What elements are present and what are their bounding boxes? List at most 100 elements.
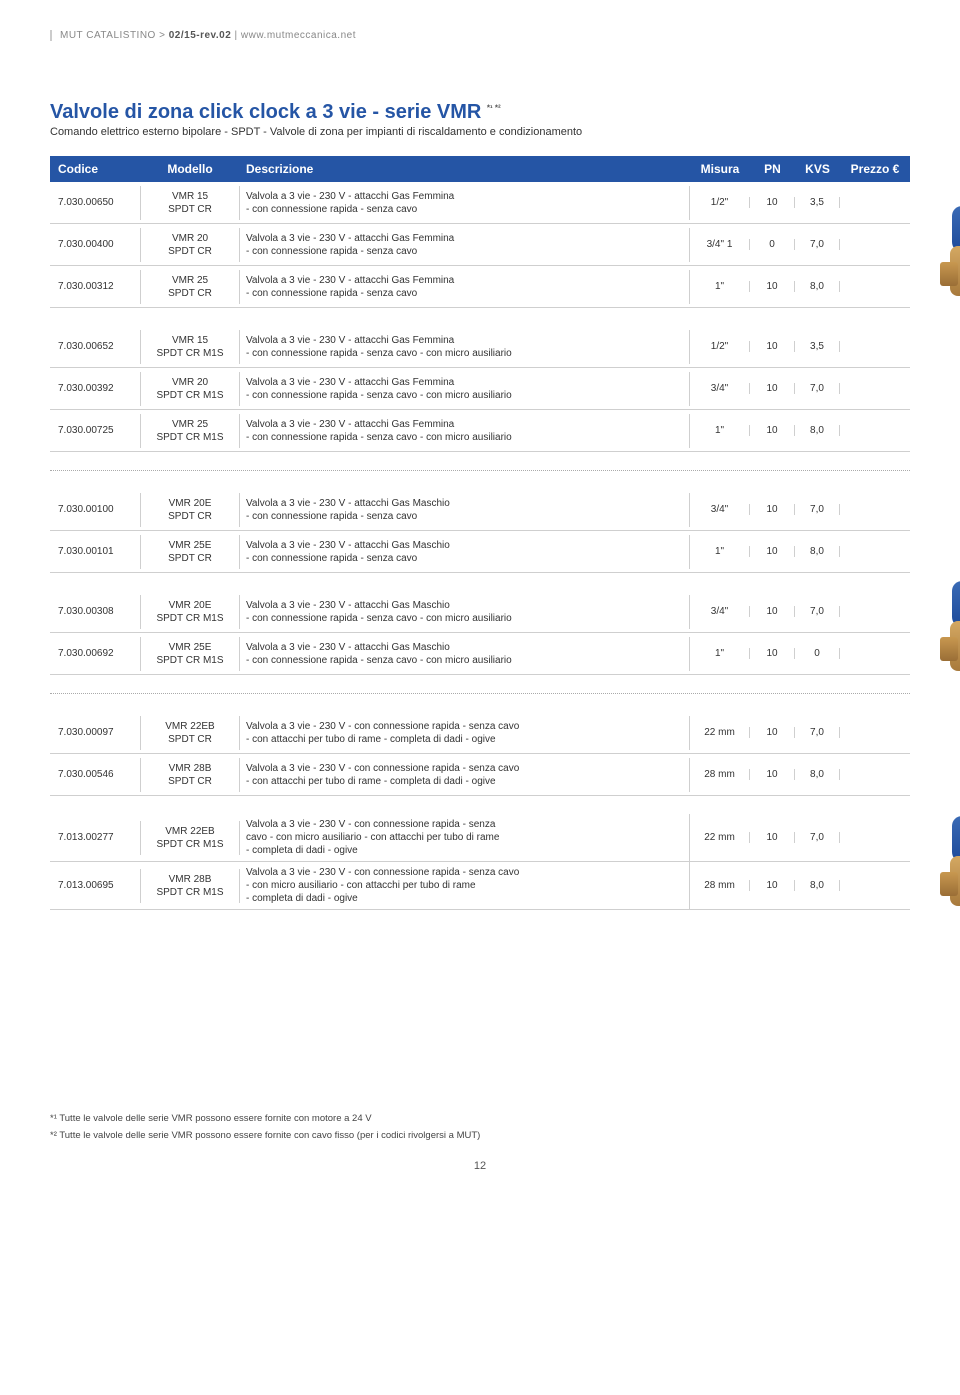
cell-codice: 7.030.00392	[50, 383, 140, 394]
table-row: 7.030.00101VMR 25E SPDT CRValvola a 3 vi…	[50, 531, 910, 573]
cell-pn: 10	[750, 606, 795, 617]
cell-descrizione: Valvola a 3 vie - 230 V - attacchi Gas F…	[240, 330, 690, 364]
cell-modello: VMR 15 SPDT CR	[140, 186, 240, 220]
table-row: 7.030.00400VMR 20 SPDT CRValvola a 3 vie…	[50, 224, 910, 266]
cell-misura: 3/4"	[690, 504, 750, 515]
table-group: 7.030.00308VMR 20E SPDT CR M1SValvola a …	[50, 591, 910, 675]
cell-descrizione: Valvola a 3 vie - 230 V - con connession…	[240, 814, 690, 861]
cell-pn: 0	[750, 239, 795, 250]
table-row: 7.030.00725VMR 25 SPDT CR M1SValvola a 3…	[50, 410, 910, 452]
table-group: 7.013.00277VMR 22EB SPDT CR M1SValvola a…	[50, 814, 910, 910]
cell-misura: 1"	[690, 546, 750, 557]
cell-pn: 10	[750, 832, 795, 843]
cell-kvs: 8,0	[795, 546, 840, 557]
cell-kvs: 8,0	[795, 425, 840, 436]
cell-modello: VMR 22EB SPDT CR M1S	[140, 821, 240, 855]
product-image-rail	[910, 156, 960, 910]
cell-kvs: 8,0	[795, 880, 840, 891]
table-row: 7.013.00277VMR 22EB SPDT CR M1SValvola a…	[50, 814, 910, 862]
product-image	[925, 571, 960, 681]
cell-codice: 7.030.00308	[50, 606, 140, 617]
title-footnote-refs: *¹ *²	[487, 103, 501, 112]
cell-misura: 22 mm	[690, 727, 750, 738]
col-header-kvs: KVS	[795, 162, 840, 176]
cell-codice: 7.030.00652	[50, 341, 140, 352]
cell-codice: 7.030.00650	[50, 197, 140, 208]
col-header-pn: PN	[750, 162, 795, 176]
cell-codice: 7.030.00400	[50, 239, 140, 250]
cell-misura: 28 mm	[690, 880, 750, 891]
cell-kvs: 7,0	[795, 383, 840, 394]
page-number: 12	[50, 1160, 910, 1172]
cell-kvs: 3,5	[795, 341, 840, 352]
cell-codice: 7.013.00277	[50, 832, 140, 843]
cell-descrizione: Valvola a 3 vie - 230 V - attacchi Gas M…	[240, 595, 690, 629]
cell-pn: 10	[750, 425, 795, 436]
table-row: 7.030.00652VMR 15 SPDT CR M1SValvola a 3…	[50, 326, 910, 368]
cell-modello: VMR 28B SPDT CR	[140, 758, 240, 792]
cell-kvs: 7,0	[795, 239, 840, 250]
col-header-modello: Modello	[140, 162, 240, 176]
revision: 02/15-rev.02	[169, 30, 232, 41]
cell-misura: 1/2"	[690, 197, 750, 208]
col-header-misura: Misura	[690, 162, 750, 176]
cell-descrizione: Valvola a 3 vie - 230 V - attacchi Gas M…	[240, 493, 690, 527]
website: | www.mutmeccanica.net	[231, 30, 356, 41]
cell-pn: 10	[750, 341, 795, 352]
page-subtitle: Comando elettrico esterno bipolare - SPD…	[50, 126, 910, 138]
table-row: 7.030.00097VMR 22EB SPDT CRValvola a 3 v…	[50, 712, 910, 754]
cell-kvs: 7,0	[795, 727, 840, 738]
cell-kvs: 7,0	[795, 504, 840, 515]
cell-modello: VMR 28B SPDT CR M1S	[140, 869, 240, 903]
cell-modello: VMR 22EB SPDT CR	[140, 716, 240, 750]
cell-descrizione: Valvola a 3 vie - 230 V - con connession…	[240, 716, 690, 750]
section-separator	[50, 470, 910, 471]
cell-misura: 1"	[690, 425, 750, 436]
cell-misura: 3/4"	[690, 383, 750, 394]
cell-modello: VMR 25 SPDT CR	[140, 270, 240, 304]
cell-modello: VMR 20E SPDT CR	[140, 493, 240, 527]
cell-pn: 10	[750, 880, 795, 891]
table-group: 7.030.00100VMR 20E SPDT CRValvola a 3 vi…	[50, 489, 910, 573]
cell-pn: 10	[750, 727, 795, 738]
cell-descrizione: Valvola a 3 vie - 230 V - con connession…	[240, 862, 690, 909]
product-image	[925, 806, 960, 916]
cell-descrizione: Valvola a 3 vie - 230 V - attacchi Gas F…	[240, 270, 690, 304]
cell-pn: 10	[750, 769, 795, 780]
cell-misura: 28 mm	[690, 769, 750, 780]
cell-pn: 10	[750, 383, 795, 394]
cell-modello: VMR 25E SPDT CR	[140, 535, 240, 569]
cell-codice: 7.030.00725	[50, 425, 140, 436]
cell-kvs: 0	[795, 648, 840, 659]
table-row: 7.030.00392VMR 20 SPDT CR M1SValvola a 3…	[50, 368, 910, 410]
table-header-row: Codice Modello Descrizione Misura PN KVS…	[50, 156, 910, 182]
main-content: Codice Modello Descrizione Misura PN KVS…	[50, 156, 910, 910]
section-separator	[50, 693, 910, 694]
cell-codice: 7.030.00312	[50, 281, 140, 292]
table-group: 7.030.00650VMR 15 SPDT CRValvola a 3 vie…	[50, 182, 910, 308]
cell-codice: 7.030.00692	[50, 648, 140, 659]
cell-misura: 3/4"	[690, 606, 750, 617]
footnote-2: *² Tutte le valvole delle serie VMR poss…	[50, 1127, 910, 1144]
cell-codice: 7.030.00100	[50, 504, 140, 515]
cell-codice: 7.013.00695	[50, 880, 140, 891]
cell-descrizione: Valvola a 3 vie - 230 V - con connession…	[240, 758, 690, 792]
cell-misura: 1"	[690, 281, 750, 292]
footnote-1: *¹ Tutte le valvole delle serie VMR poss…	[50, 1110, 910, 1127]
cell-kvs: 8,0	[795, 281, 840, 292]
cell-pn: 10	[750, 197, 795, 208]
col-header-codice: Codice	[50, 162, 140, 176]
cell-modello: VMR 20E SPDT CR M1S	[140, 595, 240, 629]
catalog-name: MUT CATALISTINO >	[60, 30, 169, 41]
cell-descrizione: Valvola a 3 vie - 230 V - attacchi Gas F…	[240, 372, 690, 406]
cell-modello: VMR 25 SPDT CR M1S	[140, 414, 240, 448]
product-image	[925, 196, 960, 306]
cell-misura: 1"	[690, 648, 750, 659]
table-row: 7.030.00312VMR 25 SPDT CRValvola a 3 vie…	[50, 266, 910, 308]
cell-descrizione: Valvola a 3 vie - 230 V - attacchi Gas F…	[240, 186, 690, 220]
cell-kvs: 8,0	[795, 769, 840, 780]
cell-descrizione: Valvola a 3 vie - 230 V - attacchi Gas M…	[240, 637, 690, 671]
table-row: 7.030.00308VMR 20E SPDT CR M1SValvola a …	[50, 591, 910, 633]
cell-pn: 10	[750, 546, 795, 557]
cell-descrizione: Valvola a 3 vie - 230 V - attacchi Gas F…	[240, 414, 690, 448]
